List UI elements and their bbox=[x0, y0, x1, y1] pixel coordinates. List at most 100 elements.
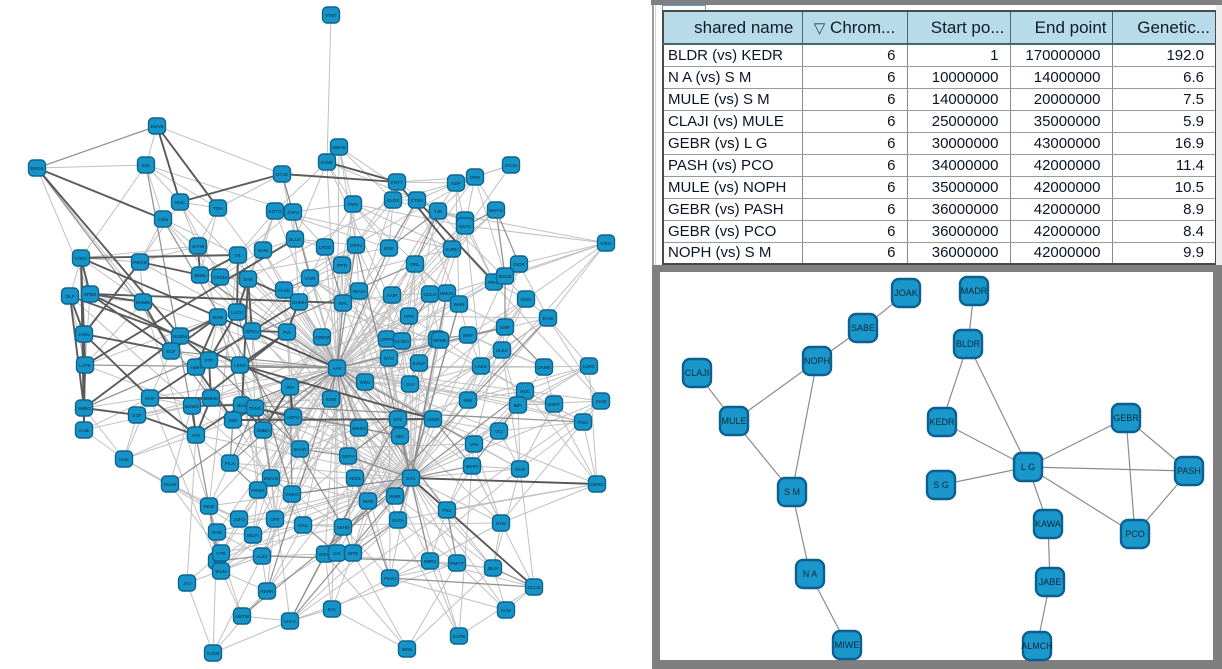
svg-text:EFE: EFE bbox=[394, 417, 403, 422]
svg-text:VHCA: VHCA bbox=[284, 619, 298, 624]
svg-text:ETO: ETO bbox=[384, 356, 394, 361]
svg-text:L G: L G bbox=[1021, 462, 1035, 472]
svg-text:GLKC: GLKC bbox=[496, 348, 509, 353]
svg-text:DMOK: DMOK bbox=[440, 291, 455, 296]
svg-text:GHMH: GHMH bbox=[292, 300, 306, 305]
svg-text:WUM: WUM bbox=[215, 569, 227, 574]
svg-text:MTB: MTB bbox=[348, 551, 358, 556]
svg-text:ECF: ECF bbox=[166, 349, 175, 354]
svg-text:KUB: KUB bbox=[79, 428, 88, 433]
svg-text:JRH: JRH bbox=[286, 385, 295, 390]
svg-text:EMVB: EMVB bbox=[150, 124, 163, 129]
svg-text:GPFN: GPFN bbox=[381, 337, 394, 342]
svg-text:KOJU: KOJU bbox=[505, 163, 517, 168]
svg-text:GHKG: GHKG bbox=[285, 492, 299, 497]
svg-text:UDSB: UDSB bbox=[427, 417, 440, 422]
svg-text:EAC: EAC bbox=[406, 476, 416, 481]
svg-text:VIL: VIL bbox=[235, 253, 242, 258]
svg-text:IVJU: IVJU bbox=[501, 608, 511, 613]
svg-text:INFB: INFB bbox=[363, 499, 373, 504]
svg-text:OSAC: OSAC bbox=[458, 224, 472, 229]
svg-text:ATE: ATE bbox=[192, 433, 201, 438]
svg-text:PCO: PCO bbox=[1125, 529, 1145, 539]
svg-text:VCI: VCI bbox=[495, 429, 503, 434]
svg-text:ALMCH: ALMCH bbox=[1021, 641, 1053, 651]
svg-text:FLHS: FLHS bbox=[278, 288, 290, 293]
svg-text:SGOE: SGOE bbox=[498, 274, 511, 279]
svg-text:PICI: PICI bbox=[443, 508, 452, 513]
svg-text:GLDS: GLDS bbox=[387, 198, 400, 203]
svg-text:JABE: JABE bbox=[1039, 577, 1062, 587]
svg-text:BOWS: BOWS bbox=[185, 404, 199, 409]
svg-text:CTR: CTR bbox=[216, 551, 226, 556]
svg-text:GHV: GHV bbox=[496, 521, 507, 526]
svg-text:GLFA: GLFA bbox=[392, 518, 405, 523]
svg-text:PRHR: PRHR bbox=[487, 280, 501, 285]
svg-text:GWJ: GWJ bbox=[521, 297, 531, 302]
svg-text:GOF: GOF bbox=[132, 413, 142, 418]
svg-text:N A: N A bbox=[803, 569, 818, 579]
svg-text:SER: SER bbox=[228, 418, 238, 423]
svg-text:VAV: VAV bbox=[470, 442, 479, 447]
svg-text:GCUE: GCUE bbox=[527, 585, 540, 590]
svg-text:ESRT: ESRT bbox=[548, 402, 560, 407]
svg-text:BLO: BLO bbox=[237, 403, 247, 408]
svg-text:MIWE: MIWE bbox=[835, 640, 860, 650]
svg-text:BWCS: BWCS bbox=[489, 208, 503, 213]
svg-text:KCMO: KCMO bbox=[395, 339, 409, 344]
svg-text:BRGB: BRGB bbox=[30, 166, 43, 171]
svg-text:SAR: SAR bbox=[243, 277, 253, 282]
svg-text:HPG: HPG bbox=[404, 314, 414, 319]
svg-text:VCIR: VCIR bbox=[305, 276, 317, 281]
svg-text:NRMK: NRMK bbox=[433, 338, 447, 343]
svg-text:RKVH: RKVH bbox=[353, 289, 366, 294]
svg-text:VGHR: VGHR bbox=[318, 552, 332, 557]
svg-text:CLAJI: CLAJI bbox=[685, 368, 710, 378]
svg-text:MADR: MADR bbox=[961, 286, 988, 296]
svg-text:JVTW: JVTW bbox=[192, 244, 205, 249]
svg-text:PMCP: PMCP bbox=[450, 561, 463, 566]
svg-text:GRPH: GRPH bbox=[341, 454, 354, 459]
svg-text:OFF: OFF bbox=[270, 517, 279, 522]
svg-text:DWVN: DWVN bbox=[264, 476, 278, 481]
svg-text:KOTO: KOTO bbox=[269, 209, 282, 214]
svg-text:EDK: EDK bbox=[384, 246, 394, 251]
svg-text:VTBT: VTBT bbox=[325, 13, 337, 18]
svg-text:EUUP: EUUP bbox=[413, 361, 426, 366]
svg-text:KEDR: KEDR bbox=[929, 417, 955, 427]
svg-text:NNC: NNC bbox=[175, 200, 186, 205]
svg-text:MOS: MOS bbox=[402, 647, 412, 652]
svg-text:AAIP: AAIP bbox=[387, 293, 397, 298]
svg-text:TRNR: TRNR bbox=[249, 406, 262, 411]
svg-text:IBFI: IBFI bbox=[514, 403, 522, 408]
svg-text:LPDD: LPDD bbox=[319, 245, 332, 250]
svg-text:LAKS: LAKS bbox=[475, 364, 487, 369]
svg-text:HDC: HDC bbox=[520, 389, 531, 394]
svg-text:MCPI: MCPI bbox=[247, 533, 258, 538]
svg-text:DTJS: DTJS bbox=[276, 172, 287, 177]
svg-text:DSBH: DSBH bbox=[257, 428, 270, 433]
svg-text:CWRC: CWRC bbox=[590, 482, 605, 487]
svg-text:GIOR: GIOR bbox=[513, 262, 525, 267]
svg-text:EIEO: EIEO bbox=[601, 241, 612, 246]
svg-text:KAWA: KAWA bbox=[1035, 519, 1061, 529]
svg-text:UJRC: UJRC bbox=[583, 364, 596, 369]
svg-text:AJJV: AJJV bbox=[257, 554, 269, 559]
svg-text:PEJU: PEJU bbox=[384, 576, 396, 581]
svg-text:KISN: KISN bbox=[326, 397, 337, 402]
svg-text:KCIB: KCIB bbox=[596, 399, 607, 404]
svg-text:TOCC: TOCC bbox=[75, 256, 89, 261]
svg-text:OLF: OLF bbox=[66, 294, 75, 299]
svg-text:SABE: SABE bbox=[851, 323, 875, 333]
svg-text:NOPH: NOPH bbox=[804, 356, 830, 366]
svg-text:S M: S M bbox=[784, 487, 800, 497]
svg-text:JOAK: JOAK bbox=[894, 288, 918, 298]
svg-text:EHMM: EHMM bbox=[136, 300, 150, 305]
svg-text:DMP: DMP bbox=[500, 325, 510, 330]
svg-text:EBRV: EBRV bbox=[424, 559, 437, 564]
svg-text:CFOM: CFOM bbox=[213, 275, 227, 280]
svg-text:VMBG: VMBG bbox=[77, 406, 91, 411]
svg-text:MMMD: MMMD bbox=[204, 396, 219, 401]
svg-text:KURU: KURU bbox=[445, 247, 458, 252]
svg-text:RUV: RUV bbox=[145, 396, 156, 401]
